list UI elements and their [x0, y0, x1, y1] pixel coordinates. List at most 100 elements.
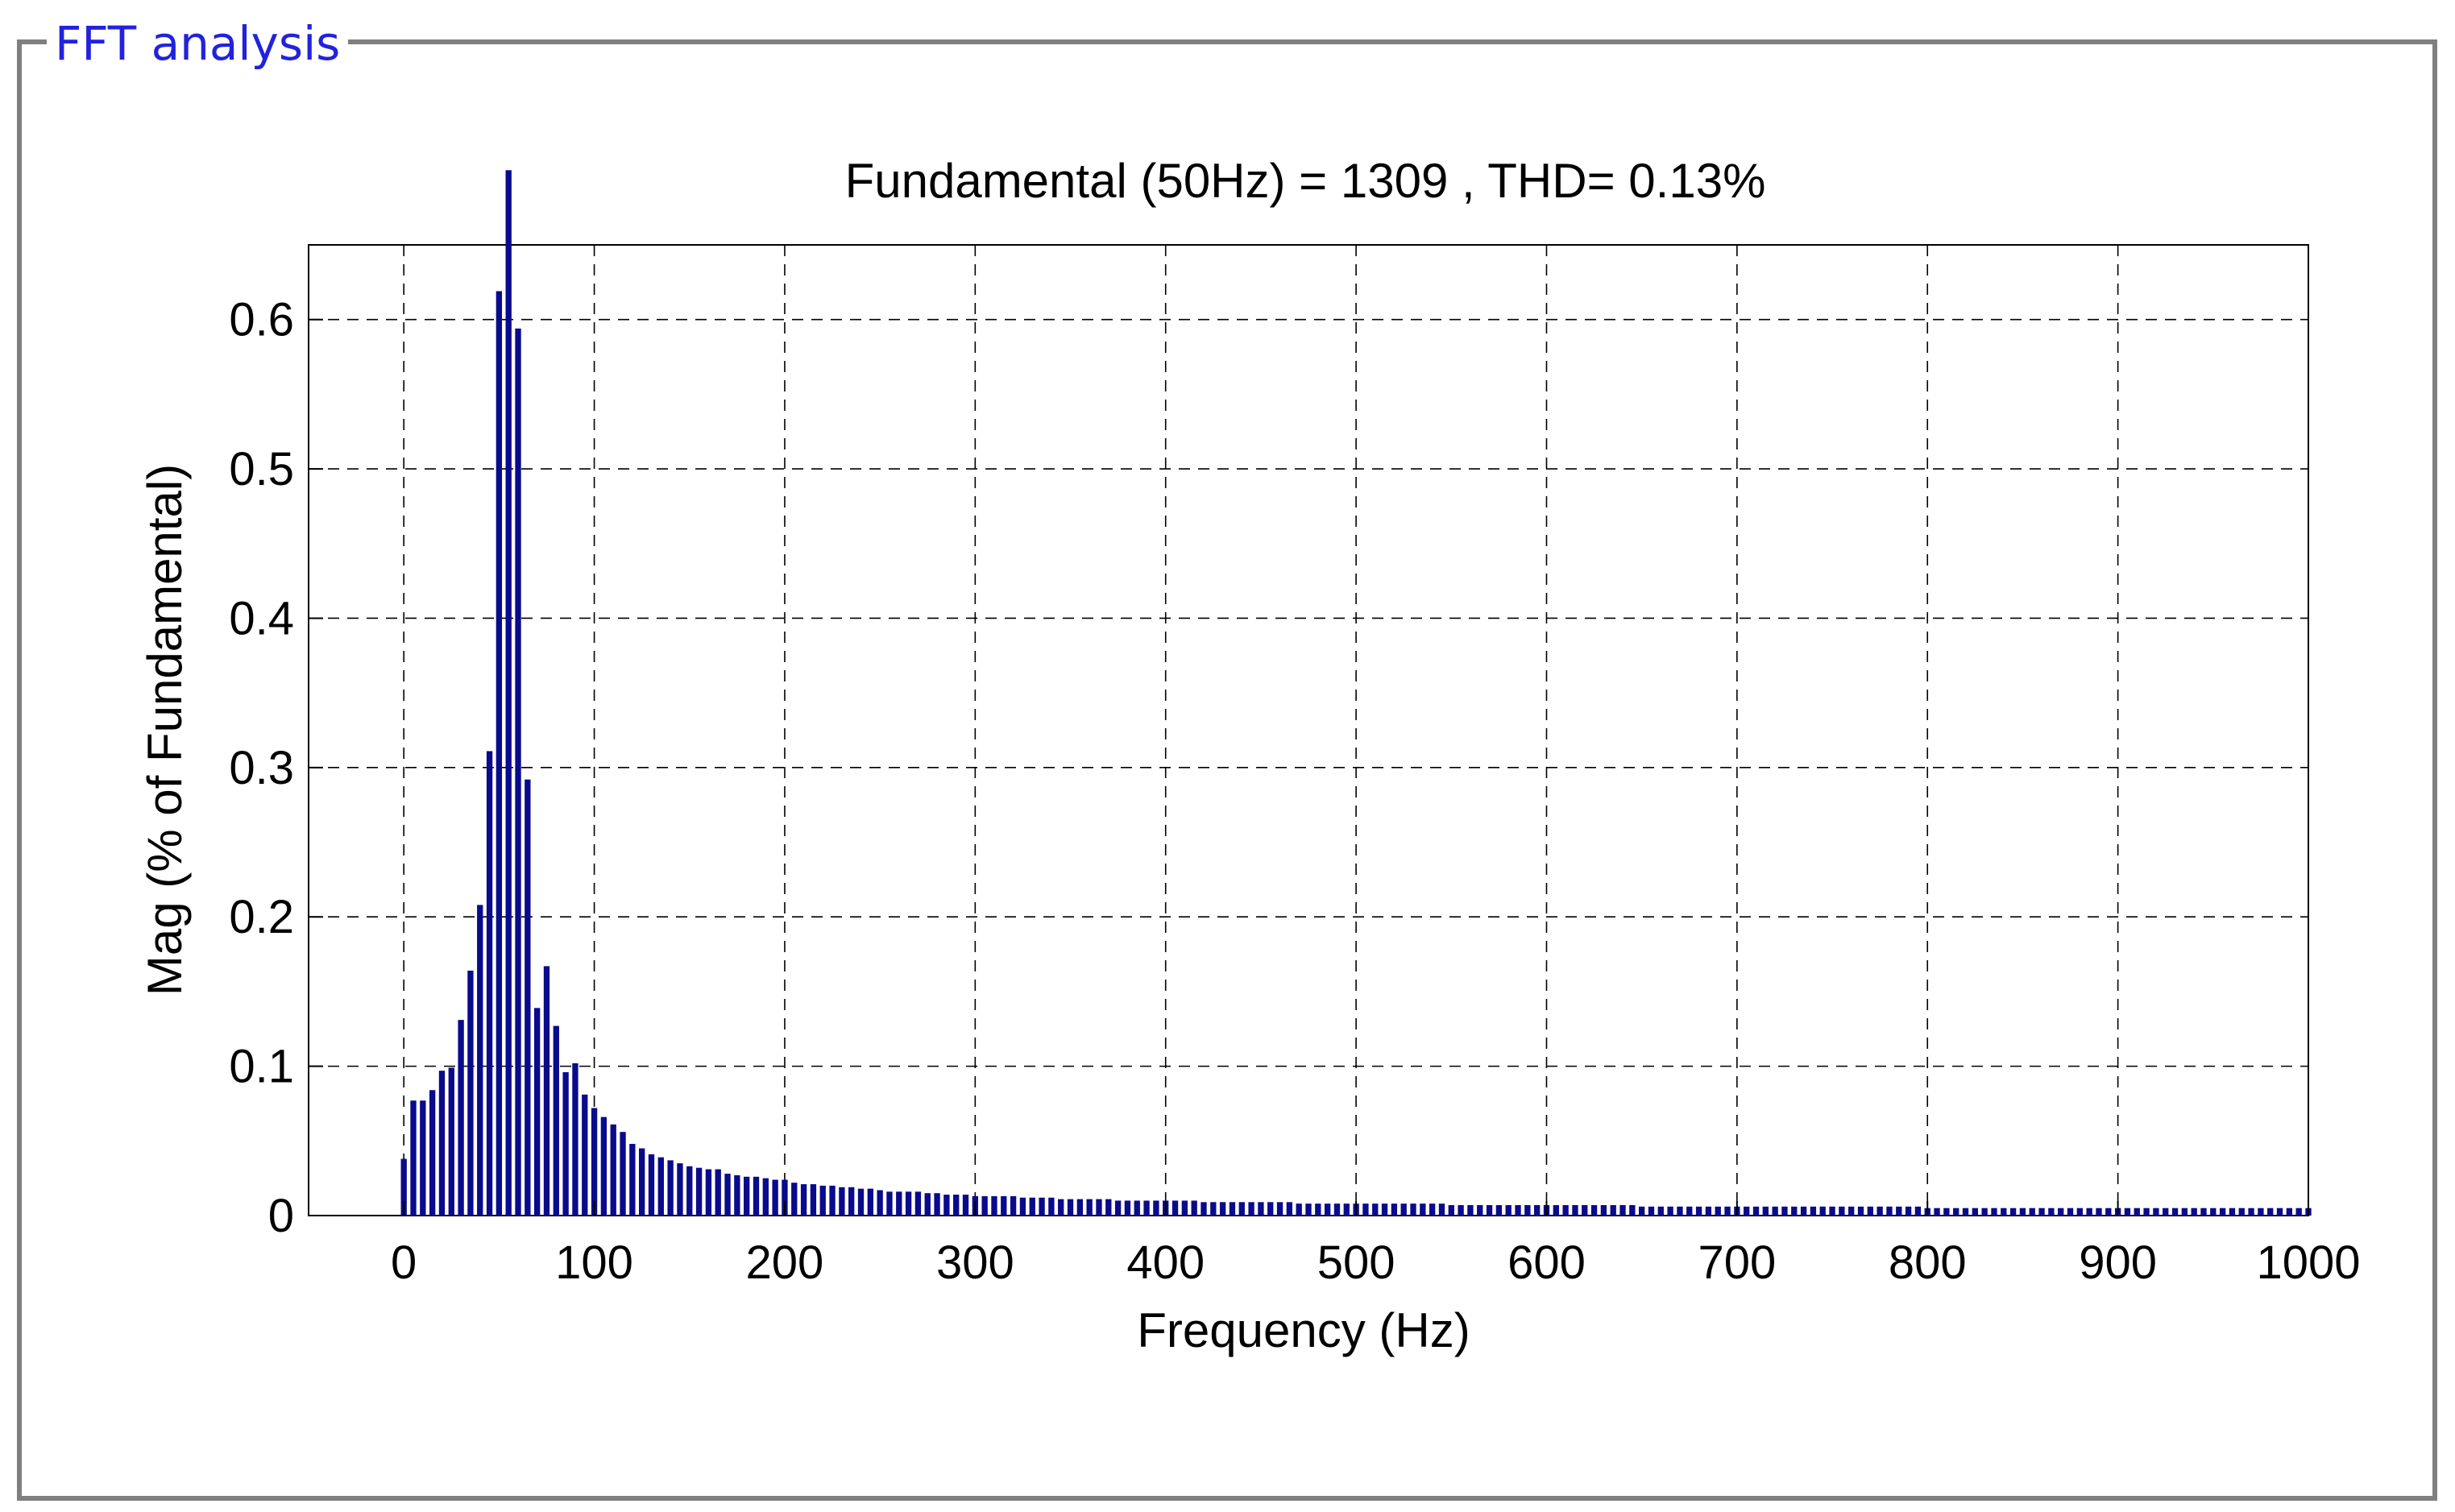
- bar: [896, 1191, 902, 1216]
- bar: [848, 1187, 855, 1216]
- bar: [1172, 1200, 1179, 1216]
- bar: [1867, 1206, 1873, 1216]
- bar: [1619, 1205, 1626, 1216]
- bar: [1981, 1208, 1988, 1216]
- bar: [1315, 1203, 1321, 1216]
- bar: [620, 1132, 626, 1216]
- bar: [829, 1185, 836, 1216]
- bar: [2048, 1208, 2055, 1216]
- x-tick-label: 100: [555, 1237, 633, 1289]
- bar: [1181, 1200, 1188, 1216]
- bar: [1600, 1205, 1607, 1216]
- bar: [1781, 1206, 1788, 1216]
- bar: [1705, 1206, 1712, 1216]
- bar: [2295, 1208, 2302, 1216]
- bar: [420, 1100, 426, 1216]
- bar: [1429, 1203, 1436, 1216]
- bar: [1686, 1206, 1693, 1216]
- y-axis-label: Mag (% of Fundamental): [138, 464, 192, 996]
- bar: [1648, 1206, 1655, 1216]
- bar: [1438, 1203, 1445, 1216]
- bar: [810, 1184, 817, 1216]
- bar: [2076, 1208, 2084, 1216]
- bar: [1258, 1202, 1264, 1216]
- bar: [1105, 1199, 1112, 1216]
- bar: [629, 1144, 636, 1216]
- y-tick-label: 0.4: [229, 592, 294, 644]
- bar: [2181, 1208, 2188, 1216]
- bar: [2171, 1208, 2179, 1216]
- bar: [533, 1008, 541, 1216]
- bar: [1667, 1206, 1673, 1216]
- bar: [991, 1195, 997, 1216]
- bar: [1524, 1205, 1531, 1216]
- y-tick-labels: 0 0.1 0.2 0.3 0.4 0.5 0.6: [229, 294, 294, 1242]
- x-tick-label: 500: [1317, 1237, 1395, 1289]
- bar: [1533, 1205, 1541, 1216]
- bar: [1972, 1208, 1978, 1216]
- bar: [1276, 1202, 1283, 1216]
- bar: [1058, 1199, 1064, 1216]
- bar: [458, 1020, 464, 1216]
- bar: [934, 1193, 940, 1216]
- bar: [2105, 1208, 2112, 1216]
- bar: [572, 1063, 579, 1216]
- bar: [1001, 1195, 1007, 1216]
- bar: [667, 1160, 674, 1216]
- bar: [772, 1179, 778, 1216]
- bar: [1286, 1202, 1293, 1216]
- bar: [2038, 1208, 2045, 1216]
- bar: [1590, 1205, 1598, 1216]
- bar: [1305, 1203, 1312, 1216]
- bar: [1934, 1208, 1940, 1216]
- bar: [1143, 1200, 1150, 1216]
- bar: [1096, 1199, 1102, 1216]
- bar: [943, 1195, 950, 1216]
- bar: [2219, 1208, 2226, 1216]
- bar: [924, 1193, 931, 1216]
- bar: [1553, 1205, 1559, 1216]
- bar: [591, 1108, 598, 1216]
- bar: [1772, 1206, 1778, 1216]
- x-tick-label: 0: [391, 1237, 417, 1289]
- bar: [1724, 1206, 1731, 1216]
- bar: [877, 1190, 883, 1216]
- bar: [1010, 1195, 1017, 1216]
- bar: [496, 291, 503, 1216]
- bar: [1896, 1206, 1902, 1216]
- x-tick-labels: 0 100 200 300 400 500 600 700 800 900 1000: [391, 1237, 2360, 1289]
- bar: [2238, 1208, 2245, 1216]
- bar: [1229, 1202, 1236, 1216]
- bar: [857, 1188, 865, 1216]
- bar: [782, 1179, 788, 1216]
- bar: [438, 1071, 446, 1216]
- bar: [1477, 1205, 1483, 1216]
- bar: [2153, 1208, 2159, 1216]
- bar: [1886, 1206, 1893, 1216]
- panel-title: FFT analysis: [47, 11, 349, 76]
- bar: [686, 1166, 693, 1216]
- bar: [2096, 1208, 2102, 1216]
- bar: [2009, 1208, 2017, 1216]
- bar: [819, 1185, 826, 1216]
- bar: [1629, 1205, 1636, 1216]
- bar: [2248, 1208, 2254, 1216]
- bar: [1458, 1205, 1464, 1216]
- bar: [1191, 1200, 1197, 1216]
- bar: [953, 1195, 960, 1216]
- bar: [1876, 1206, 1883, 1216]
- bar: [677, 1163, 683, 1216]
- x-tick-label: 300: [936, 1237, 1014, 1289]
- bar: [1791, 1206, 1798, 1216]
- y-tick-label: 0.1: [229, 1041, 294, 1093]
- bar: [1505, 1205, 1512, 1216]
- y-tick-label: 0.2: [229, 891, 294, 943]
- bar: [2163, 1208, 2169, 1216]
- x-tick-label: 1000: [2256, 1237, 2360, 1289]
- bar: [648, 1154, 655, 1216]
- bar: [1839, 1206, 1845, 1216]
- bar: [867, 1188, 873, 1216]
- bar: [905, 1191, 912, 1216]
- bar: [582, 1094, 588, 1216]
- bar: [1953, 1208, 1959, 1216]
